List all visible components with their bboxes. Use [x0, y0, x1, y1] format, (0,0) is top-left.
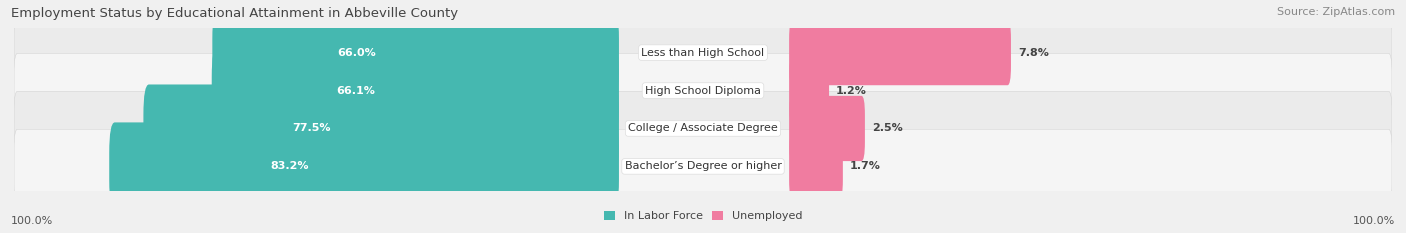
- FancyBboxPatch shape: [14, 91, 1392, 166]
- Text: 100.0%: 100.0%: [11, 216, 53, 226]
- Text: Employment Status by Educational Attainment in Abbeville County: Employment Status by Educational Attainm…: [11, 7, 458, 20]
- Text: Source: ZipAtlas.com: Source: ZipAtlas.com: [1277, 7, 1395, 17]
- Text: 100.0%: 100.0%: [1353, 216, 1395, 226]
- Text: College / Associate Degree: College / Associate Degree: [628, 123, 778, 134]
- FancyBboxPatch shape: [14, 53, 1392, 128]
- Text: 83.2%: 83.2%: [270, 161, 308, 171]
- FancyBboxPatch shape: [789, 96, 865, 161]
- Text: 77.5%: 77.5%: [292, 123, 330, 134]
- FancyBboxPatch shape: [143, 85, 619, 172]
- Text: 66.0%: 66.0%: [337, 48, 375, 58]
- Text: 2.5%: 2.5%: [872, 123, 903, 134]
- Text: Less than High School: Less than High School: [641, 48, 765, 58]
- FancyBboxPatch shape: [789, 20, 1011, 85]
- Text: High School Diploma: High School Diploma: [645, 86, 761, 96]
- Legend: In Labor Force, Unemployed: In Labor Force, Unemployed: [603, 211, 803, 221]
- Text: 66.1%: 66.1%: [336, 86, 375, 96]
- Text: 7.8%: 7.8%: [1018, 48, 1049, 58]
- Text: 1.2%: 1.2%: [837, 86, 868, 96]
- FancyBboxPatch shape: [110, 122, 619, 210]
- FancyBboxPatch shape: [789, 134, 842, 199]
- Text: 1.7%: 1.7%: [849, 161, 880, 171]
- FancyBboxPatch shape: [789, 58, 830, 123]
- FancyBboxPatch shape: [14, 129, 1392, 204]
- FancyBboxPatch shape: [212, 47, 619, 134]
- Text: Bachelor’s Degree or higher: Bachelor’s Degree or higher: [624, 161, 782, 171]
- FancyBboxPatch shape: [14, 15, 1392, 90]
- FancyBboxPatch shape: [212, 9, 619, 97]
